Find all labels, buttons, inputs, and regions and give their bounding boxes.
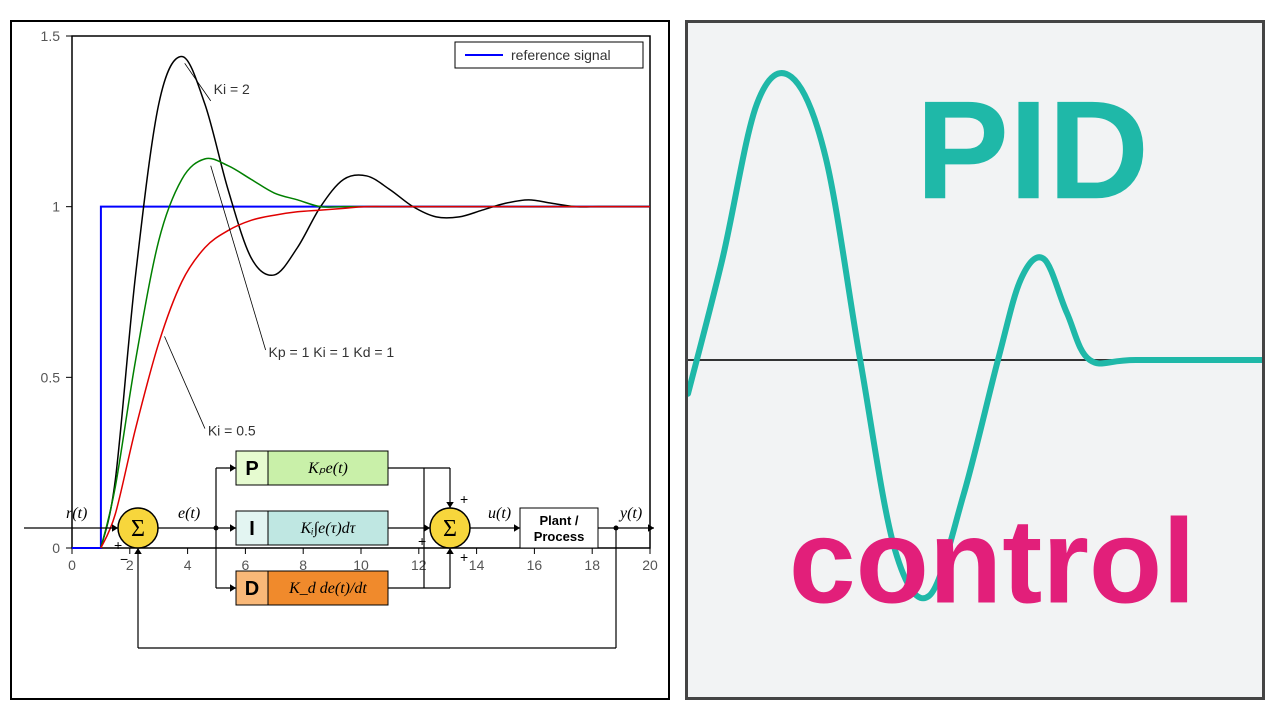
xtick-label: 20 bbox=[642, 557, 658, 573]
left-svg: 0246810121416182000.511.5Ki = 2Kp = 1 Ki… bbox=[12, 22, 668, 698]
i-block-letter: I bbox=[249, 518, 255, 540]
plant-label-2: Process bbox=[534, 529, 585, 544]
xtick-label: 4 bbox=[184, 557, 192, 573]
xtick-label: 0 bbox=[68, 557, 76, 573]
p-block-expr: Kₚe(t) bbox=[307, 460, 348, 477]
d-block-expr: K_d de(t)/dt bbox=[288, 580, 367, 597]
annotation-ki2: Ki = 2 bbox=[214, 81, 250, 97]
right-svg: PID control bbox=[688, 23, 1262, 697]
annotation-ki05: Ki = 0.5 bbox=[208, 422, 256, 438]
ytick-label: 0.5 bbox=[41, 369, 61, 385]
xtick-label: 14 bbox=[469, 557, 485, 573]
svg-text:+: + bbox=[460, 491, 468, 507]
signal-r: r(t) bbox=[66, 505, 87, 522]
signal-e: e(t) bbox=[178, 505, 200, 522]
logo-title-pid: PID bbox=[916, 71, 1149, 228]
logo-title-control: control bbox=[789, 495, 1196, 629]
p-block-letter: P bbox=[245, 458, 258, 480]
svg-text:+: + bbox=[418, 533, 426, 549]
ytick-label: 1 bbox=[52, 199, 60, 215]
i-block-expr: Kᵢ∫e(τ)dτ bbox=[300, 520, 357, 538]
signal-u: u(t) bbox=[488, 505, 511, 522]
svg-text:Σ: Σ bbox=[443, 516, 457, 542]
legend-label: reference signal bbox=[511, 47, 611, 63]
ytick-label: 1.5 bbox=[41, 28, 61, 44]
pid-logo-panel: PID control bbox=[685, 20, 1265, 700]
svg-text:+: + bbox=[460, 549, 468, 565]
annotation-pid: Kp = 1 Ki = 1 Kd = 1 bbox=[269, 344, 395, 360]
plant-label-1: Plant / bbox=[539, 513, 578, 528]
ytick-label: 0 bbox=[52, 540, 60, 556]
xtick-label: 16 bbox=[527, 557, 543, 573]
signal-y: y(t) bbox=[618, 505, 642, 522]
svg-text:Σ: Σ bbox=[131, 516, 145, 542]
d-block-letter: D bbox=[245, 578, 259, 600]
pid-response-and-diagram: 0246810121416182000.511.5Ki = 2Kp = 1 Ki… bbox=[10, 20, 670, 700]
xtick-label: 18 bbox=[584, 557, 600, 573]
svg-text:−: − bbox=[120, 551, 128, 567]
